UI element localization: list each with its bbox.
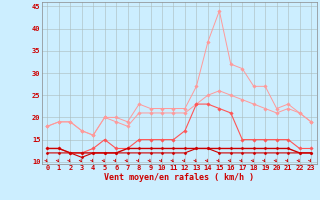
X-axis label: Vent moyen/en rafales ( km/h ): Vent moyen/en rafales ( km/h ) <box>104 172 254 182</box>
